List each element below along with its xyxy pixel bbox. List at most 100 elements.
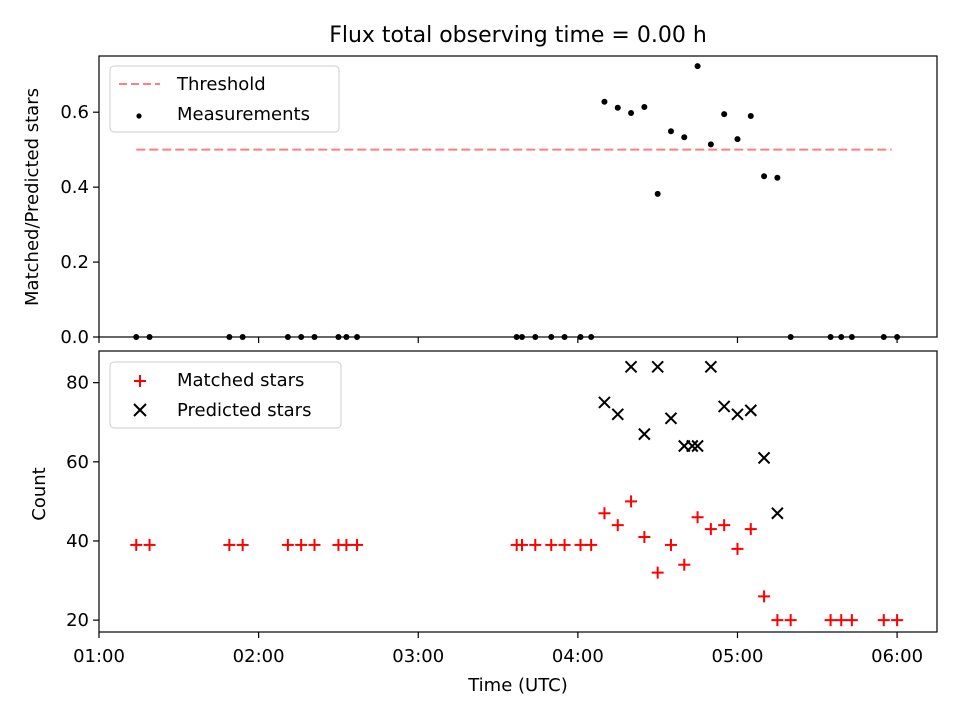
measurement-point [761, 173, 768, 180]
bottom-axes-frame [98, 350, 938, 633]
measurement-points [133, 63, 901, 340]
measurement-point [681, 134, 688, 141]
bottom-y-tick-label: 60 [66, 452, 89, 473]
x-axis-label: Time (UTC) [467, 675, 568, 696]
matched-star-point [638, 531, 651, 544]
matched-star-point [664, 538, 677, 551]
matched-star-point [585, 538, 598, 551]
predicted-star-point [744, 404, 757, 417]
chart-title: Flux total observing time = 0.00 h [329, 23, 707, 48]
matched-star-point [691, 511, 704, 524]
measurement-point [654, 190, 661, 197]
bottom-y-axis-label: Count [29, 467, 50, 520]
top-legend: Threshold Measurements [109, 65, 340, 133]
bottom-y-tick-label: 80 [66, 373, 89, 394]
measurement-point [827, 334, 834, 340]
matched-star-point [845, 614, 858, 627]
matched-star-point [351, 538, 364, 551]
top-x-ticks [98, 337, 898, 343]
predicted-star-point [686, 439, 699, 453]
top-y-tick-label: 0.6 [60, 102, 89, 123]
predicted-star-point [731, 408, 744, 421]
measurement-point [577, 334, 584, 340]
measurement-point [548, 334, 555, 340]
predicted-star-point [704, 360, 718, 374]
measurement-point [601, 98, 608, 105]
measurement-point [787, 334, 794, 340]
matched-star-point [574, 538, 587, 551]
measurement-point [734, 136, 741, 143]
legend-predicted-label: Predicted stars [177, 400, 311, 421]
legend-measurements-label: Measurements [177, 104, 310, 125]
measurement-point [588, 334, 595, 340]
predicted-star-point [638, 427, 651, 441]
matched-star-point [281, 538, 294, 551]
matched-star-point [784, 614, 797, 627]
top-y-tick-label: 0.0 [60, 327, 89, 348]
matched-star-point [704, 523, 717, 536]
measurement-point [518, 334, 525, 340]
matched-star-point [758, 590, 771, 603]
matched-star-point [529, 538, 542, 551]
measurement-point [707, 141, 714, 148]
predicted-star-point [771, 507, 784, 520]
measurement-point [354, 334, 361, 340]
matched-star-point [824, 614, 837, 627]
predicted-star-point [624, 360, 638, 374]
legend-matched-swatch [134, 375, 146, 387]
matched-star-point [308, 538, 321, 551]
measurement-point [694, 63, 701, 70]
measurement-point [641, 103, 648, 110]
measurement-point [721, 111, 728, 118]
matched-star-point [771, 614, 784, 627]
legend-matched-label: Matched stars [177, 370, 304, 391]
x-tick-label: 05:00 [712, 646, 764, 667]
predicted-star-point [717, 400, 731, 413]
matched-star-point [651, 566, 664, 579]
matched-star-point [744, 523, 757, 536]
measurement-point [284, 334, 291, 340]
matched-star-point [835, 614, 848, 627]
matched-star-point [625, 495, 638, 508]
predicted-star-point [691, 439, 704, 453]
matched-star-point [611, 519, 624, 532]
measurement-point [239, 334, 246, 340]
top-panel: 0.0 0.2 0.4 0.6 Matched/Predicted stars Thr… [22, 55, 938, 348]
matched-star-point [731, 542, 744, 555]
bottom-y-tick-label: 40 [66, 531, 89, 552]
predicted-star-point [757, 451, 771, 465]
top-y-tick-label: 0.2 [60, 252, 89, 273]
measurement-point [335, 334, 342, 340]
top-y-ticks: 0.0 0.2 0.4 0.6 [60, 102, 99, 348]
matched-star-point [558, 538, 571, 551]
measurement-point [628, 109, 635, 116]
bottom-legend: Matched stars Predicted stars [109, 361, 342, 429]
measurement-point [747, 112, 754, 119]
measurement-point [513, 334, 520, 340]
matched-star-point [598, 507, 611, 520]
bottom-y-ticks: 20 40 60 80 [66, 373, 99, 631]
measurement-point [311, 334, 318, 340]
matched-star-point [295, 538, 308, 551]
matched-star-point [891, 614, 904, 627]
matched-star-point [877, 614, 890, 627]
measurement-point [667, 128, 674, 135]
count-points [130, 360, 904, 627]
x-tick-label: 06:00 [871, 646, 923, 667]
legend-threshold-label: Threshold [176, 74, 266, 95]
matched-star-point [236, 538, 249, 551]
predicted-star-point [651, 360, 664, 374]
x-tick-label: 03:00 [392, 646, 444, 667]
top-y-axis-label: Matched/Predicted stars [22, 88, 43, 306]
matched-star-point [130, 538, 143, 551]
measurement-point [774, 174, 781, 181]
measurement-point [226, 334, 233, 340]
top-y-tick-label: 0.4 [60, 177, 89, 198]
measurement-point [133, 334, 140, 340]
matched-star-point [545, 538, 558, 551]
measurement-point [298, 334, 305, 340]
bottom-x-ticks: 01:00 02:00 03:00 04:00 05:00 06:00 [73, 632, 923, 667]
matched-star-point [515, 538, 528, 551]
x-tick-label: 01:00 [73, 646, 125, 667]
